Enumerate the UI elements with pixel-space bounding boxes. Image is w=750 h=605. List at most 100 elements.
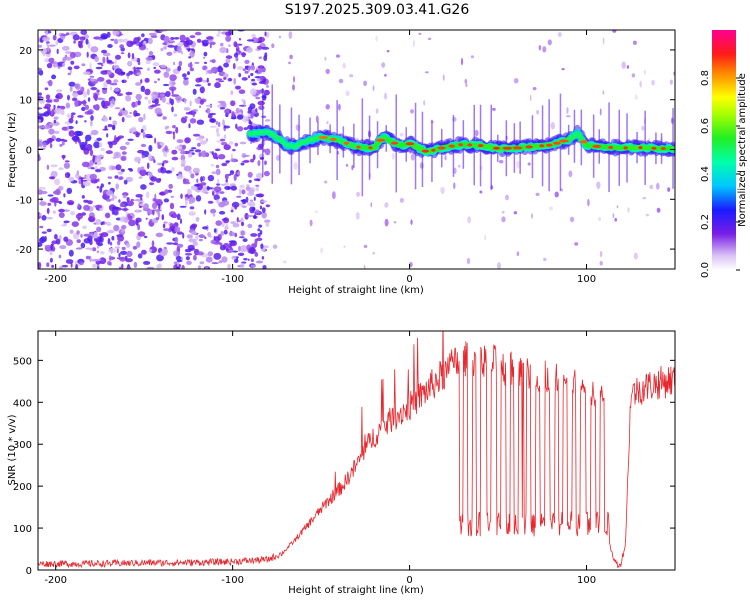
noise-blob <box>244 212 249 220</box>
signal-core <box>318 136 329 139</box>
noise-blob <box>121 116 125 123</box>
noise-blob <box>188 211 196 216</box>
noise-blob <box>140 128 144 133</box>
colorbar-tick-label: 0.8 <box>700 70 711 86</box>
noise-blob <box>103 100 111 107</box>
noise-blob <box>189 35 196 39</box>
noise-blob <box>499 160 504 164</box>
signal-core <box>437 146 446 150</box>
noise-blob <box>152 209 155 216</box>
noise-blob <box>113 88 120 92</box>
noise-blob <box>125 258 133 263</box>
noise-blob <box>210 164 215 167</box>
noise-blob <box>241 77 248 81</box>
noise-blob <box>184 199 188 207</box>
noise-blob <box>215 220 222 226</box>
noise-blob <box>196 38 202 43</box>
snr-x-label: Height of straight line (km) <box>288 585 424 596</box>
noise-blob <box>261 115 267 119</box>
noise-blob <box>163 228 170 232</box>
noise-blob <box>336 54 340 58</box>
noise-blob <box>54 233 58 240</box>
noise-blob <box>141 249 147 255</box>
noise-blob <box>153 159 156 164</box>
signal-core <box>343 141 349 145</box>
noise-blob <box>153 80 157 84</box>
noise-blob <box>250 72 254 77</box>
noise-blob <box>176 231 183 235</box>
colorbar-gradient <box>712 30 736 270</box>
noise-blob <box>86 143 93 151</box>
noise-blob <box>231 201 240 208</box>
noise-blob <box>120 155 127 161</box>
noise-blob <box>176 261 180 267</box>
noise-blob <box>205 266 208 269</box>
noise-blob <box>215 168 221 176</box>
noise-blob <box>63 220 70 224</box>
figure-title: S197.2025.309.03.41.G26 <box>285 2 470 18</box>
noise-blob <box>112 206 120 210</box>
noise-blob <box>227 173 232 176</box>
noise-blob <box>241 160 250 163</box>
noise-blob <box>81 30 85 34</box>
noise-blob <box>547 39 552 46</box>
signal-core <box>579 140 588 144</box>
noise-blob <box>93 156 102 163</box>
noise-blob <box>216 33 221 37</box>
noise-blob <box>554 191 559 198</box>
noise-blob <box>135 217 142 223</box>
noise-blob <box>39 213 42 217</box>
noise-blob <box>231 250 239 253</box>
noise-blob <box>225 35 232 42</box>
noise-blob <box>257 228 261 232</box>
noise-blob <box>119 44 125 49</box>
noise-blob <box>223 62 230 68</box>
signal-core <box>638 146 643 150</box>
noise-blob <box>74 100 79 108</box>
noise-blob <box>212 152 218 160</box>
noise-blob <box>453 182 456 190</box>
noise-blob <box>612 213 615 219</box>
noise-blob <box>62 62 66 67</box>
noise-blob <box>264 160 267 166</box>
noise-blob <box>101 100 106 108</box>
noise-blob <box>282 260 287 264</box>
noise-blob <box>189 206 195 210</box>
noise-blob <box>55 137 62 142</box>
signal-core <box>493 146 500 150</box>
noise-blob <box>137 61 141 66</box>
noise-blob <box>170 37 175 40</box>
x-tick-label: 0 <box>406 274 412 285</box>
noise-blob <box>257 65 265 69</box>
noise-blob <box>207 113 213 119</box>
noise-blob <box>78 139 81 144</box>
noise-blob <box>211 262 219 265</box>
noise-blob <box>55 188 61 196</box>
noise-blob <box>182 232 185 239</box>
noise-blob <box>80 86 85 93</box>
noise-blob <box>427 37 432 40</box>
noise-blob <box>194 149 202 153</box>
noise-blob <box>164 189 169 195</box>
noise-blob <box>163 198 170 203</box>
noise-blob <box>257 89 266 94</box>
noise-blob <box>40 236 46 243</box>
noise-blob <box>162 83 170 87</box>
noise-blob <box>442 74 445 81</box>
noise-blob <box>227 263 231 269</box>
noise-blob <box>247 223 253 229</box>
noise-blob <box>399 197 404 203</box>
noise-blob <box>248 188 255 195</box>
noise-blob <box>194 84 202 87</box>
noise-blob <box>126 200 134 207</box>
signal-core <box>539 144 545 148</box>
signal-core <box>405 142 415 146</box>
noise-blob <box>172 133 176 140</box>
noise-blob <box>501 211 505 214</box>
noise-blob <box>185 256 190 261</box>
noise-blob <box>209 118 216 123</box>
noise-blob <box>44 245 52 247</box>
noise-blob <box>68 130 75 137</box>
noise-blob <box>207 82 211 86</box>
noise-blob <box>234 205 237 210</box>
